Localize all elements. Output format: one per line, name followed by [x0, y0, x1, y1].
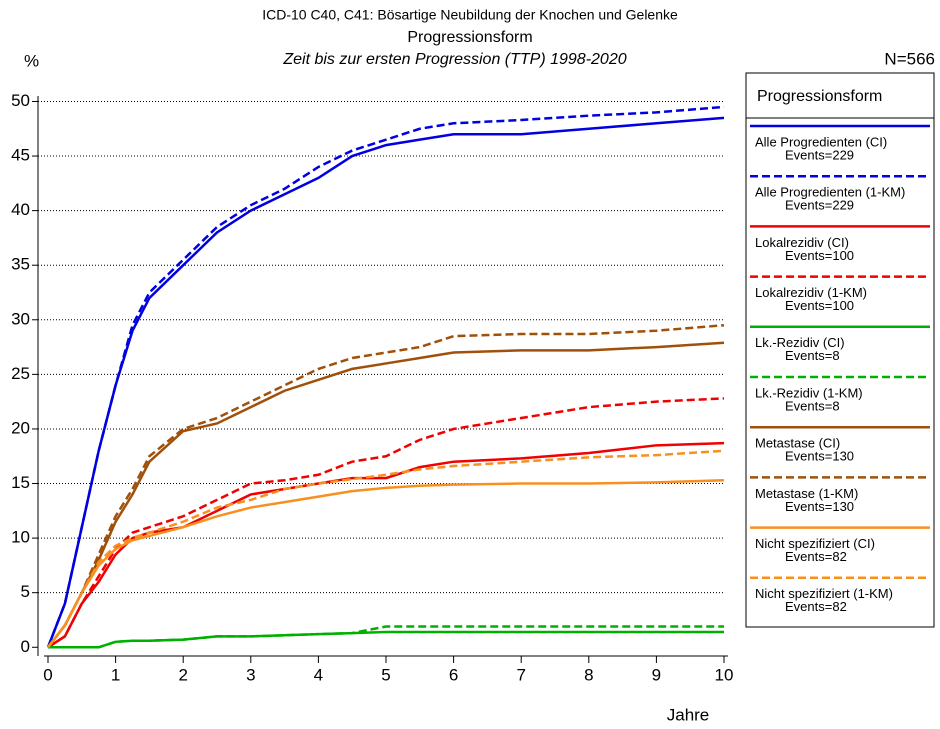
y-tick-label: 0	[21, 637, 30, 656]
legend-events: Events=229	[785, 147, 854, 162]
y-axis-label: %	[24, 51, 39, 70]
legend-events: Events=100	[785, 248, 854, 263]
y-tick-label: 45	[11, 146, 30, 165]
y-tick-label: 50	[11, 91, 30, 110]
y-tick-label: 25	[11, 364, 30, 383]
legend-events: Events=100	[785, 298, 854, 313]
x-tick-label: 6	[449, 665, 458, 684]
series-line	[46, 116, 725, 648]
x-tick-label: 0	[43, 665, 52, 684]
x-tick-label: 3	[246, 665, 255, 684]
y-tick-label: 10	[11, 528, 30, 547]
y-tick-label: 20	[11, 418, 30, 437]
legend-events: Events=82	[785, 599, 847, 614]
legend-label: Nicht spezifiziert (1-KM)	[755, 586, 893, 601]
y-tick-label: 40	[11, 200, 30, 219]
y-tick-label: 5	[21, 582, 30, 601]
series-line	[46, 105, 725, 648]
legend-box	[745, 72, 935, 628]
legend-label: Nicht spezifiziert (CI)	[755, 536, 875, 551]
legend-events: Events=229	[785, 198, 854, 213]
n-label: N=566	[884, 49, 935, 68]
series-line	[47, 479, 725, 649]
legend-label: Lokalrezidiv (1-KM)	[755, 285, 867, 300]
x-tick-label: 1	[111, 665, 120, 684]
legend-label: Metastase (CI)	[755, 436, 840, 451]
x-tick-label: 4	[314, 665, 323, 684]
x-tick-label: 9	[652, 665, 661, 684]
legend-events: Events=8	[785, 348, 840, 363]
legend-label: Lk.-Rezidiv (CI)	[755, 335, 845, 350]
y-tick-label: 35	[11, 255, 30, 274]
x-tick-label: 7	[516, 665, 525, 684]
legend-label: Lk.-Rezidiv (1-KM)	[755, 385, 863, 400]
series-line	[47, 449, 725, 649]
chart-subtitle: Progressionsform	[407, 29, 532, 46]
legend-events: Events=8	[785, 398, 840, 413]
legend-label: Alle Progredienten (1-KM)	[755, 185, 905, 200]
x-tick-label: 8	[584, 665, 593, 684]
series-line	[47, 441, 725, 649]
legend-events: Events=82	[785, 549, 847, 564]
legend-label: Alle Progredienten (CI)	[755, 134, 887, 149]
legend-label: Lokalrezidiv (CI)	[755, 235, 849, 250]
x-tick-label: 5	[381, 665, 390, 684]
legend-events: Events=130	[785, 499, 854, 514]
y-tick-label: 15	[11, 473, 30, 492]
x-axis-label: Jahre	[667, 705, 710, 724]
x-tick-label: 2	[178, 665, 187, 684]
legend-label: Metastase (1-KM)	[755, 486, 858, 501]
legend-events: Events=130	[785, 449, 854, 464]
chart-title: ICD-10 C40, C41: Bösartige Neubildung de…	[262, 7, 678, 23]
legend-title: Progressionsform	[757, 88, 882, 105]
series-line	[47, 341, 725, 649]
series-line	[47, 323, 725, 649]
x-tick-label: 10	[715, 665, 734, 684]
series-line	[47, 397, 725, 649]
chart-subtitle: Zeit bis zur ersten Progression (TTP) 19…	[282, 51, 626, 68]
y-tick-label: 30	[11, 309, 30, 328]
series-line	[48, 625, 724, 649]
